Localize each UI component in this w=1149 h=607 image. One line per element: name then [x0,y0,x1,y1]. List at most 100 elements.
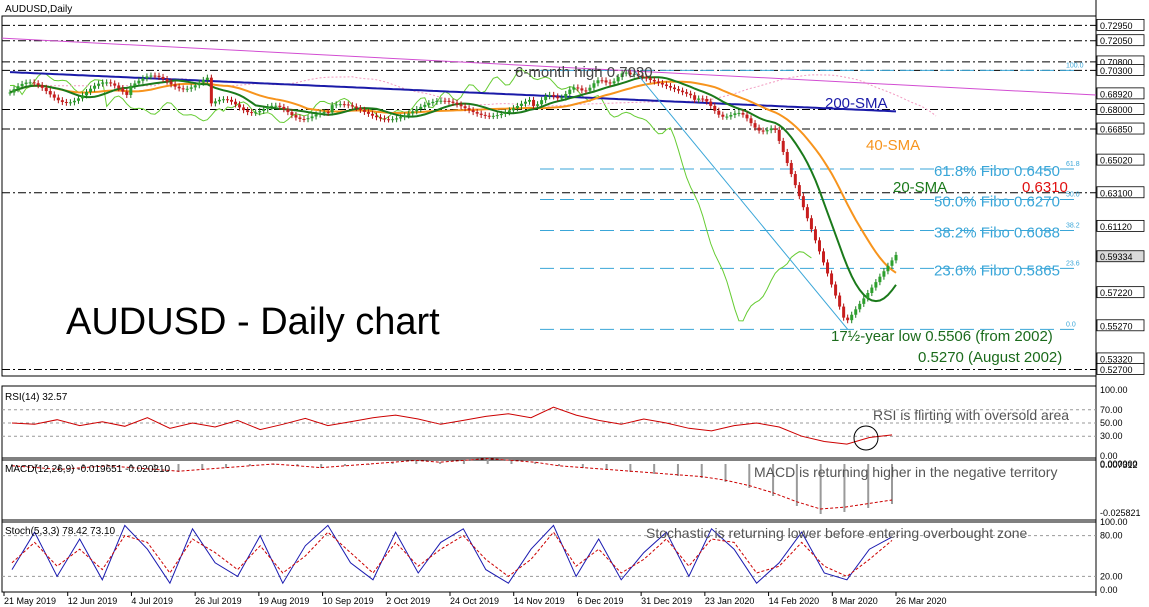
macd-bar [153,464,156,470]
candle-body [757,127,761,131]
candle-body [805,207,809,219]
candle-body [8,92,12,94]
candle-body [842,306,846,318]
candle-body [153,75,157,77]
candle-body [370,113,374,116]
candle-body [809,218,813,230]
candle-body [459,104,463,107]
rsi-oversold-circle [853,425,879,451]
candle-body [278,105,282,107]
candle-body [342,104,346,106]
x-tick-label: 2 Oct 2019 [386,596,430,606]
candle-body [93,85,97,89]
price-tick-label: 0.70800 [1100,57,1133,67]
candle-body [592,83,596,88]
candle-body [250,112,254,114]
price-tick-label: 0.55270 [1100,321,1133,331]
price-tick-box [1096,363,1145,375]
candle-body [258,110,262,113]
candle-body [157,75,161,77]
candle-body [604,80,608,83]
candle-body [44,87,48,92]
candle-body [12,89,16,93]
candle-body [685,92,689,94]
candle-body [822,251,826,263]
stoch-k-line [11,524,893,585]
price-tick-label: 0.68920 [1100,89,1133,99]
candle-body [813,229,817,241]
price-tick-box [1096,103,1145,115]
lagging-span-line [9,68,812,322]
macd-signal-line [11,458,893,510]
candle-body [374,115,378,118]
candle-body [850,314,854,321]
candle-body [225,99,229,101]
candle-body [431,101,435,104]
candle-body [576,87,580,89]
main-price-panel: AUDUSD,Daily 100.0 61.8 61.8% Fibo 0.6450 50… [1,0,1145,596]
macd-bar [676,464,679,476]
candle-body [161,76,165,80]
macd-bar [82,464,85,468]
price-tick-box [1096,64,1145,76]
candle-body [793,174,797,186]
candle-body [234,101,238,105]
candle-body [777,129,781,141]
candle-body [475,112,479,114]
macd-bar [700,464,703,478]
macd-bar [462,460,465,464]
candle-body [717,110,721,115]
macd-bar [391,462,394,464]
macd-bar [605,464,608,470]
candle-body [721,114,725,117]
x-tick-label: 21 May 2019 [4,596,56,606]
rsi-line [11,406,893,445]
candle-body [129,85,133,95]
price-tick-label: 0.65020 [1100,156,1133,166]
candle-body [584,90,588,92]
price-tick-box [1096,219,1145,232]
candle-body [169,81,173,85]
candle-body [753,123,757,128]
candle-body [487,115,491,117]
price-tick-box [1096,34,1145,47]
fibo-label: 50.0% Fibo 0.6270 [934,194,1060,211]
macd-bar [891,464,893,504]
candle-body [310,116,314,119]
fibo-ratio-label: 38.2 [1066,222,1080,229]
candle-body [205,77,209,80]
macd-bar [248,464,251,466]
x-tick-label: 26 Jul 2019 [195,596,242,606]
candle-body [572,87,576,90]
candle-body [866,292,870,299]
candle-body [350,105,354,107]
candle-body [463,106,467,109]
level-0-6310-label: 0.6310 [1022,179,1068,196]
candle-body [85,91,89,96]
candle-body [181,88,185,90]
macd-bar [34,464,37,468]
long-term-trendline [1,37,1097,96]
macd-bar [58,464,61,470]
x-tick-label: 14 Feb 2020 [769,596,820,606]
candle-body [878,276,882,283]
candle-body [338,104,342,106]
candle-body [64,101,68,103]
x-tick-label: 26 Mar 2020 [896,596,947,606]
candle-body [725,116,729,118]
sma-40-line [9,80,897,274]
candle-body [189,87,193,89]
candle-body [383,118,387,120]
sma-200-line [9,71,897,113]
x-tick-label: 10 Sep 2019 [323,596,374,606]
candle-body [616,77,620,82]
candle-body [435,101,439,103]
candle-body [117,85,121,89]
candle-body [761,130,765,132]
candle-body [640,75,644,77]
rsi-tick-label: 50.00 [1100,418,1123,428]
candle-body [624,72,628,74]
candle-body [511,108,515,111]
candle-body [447,100,451,102]
